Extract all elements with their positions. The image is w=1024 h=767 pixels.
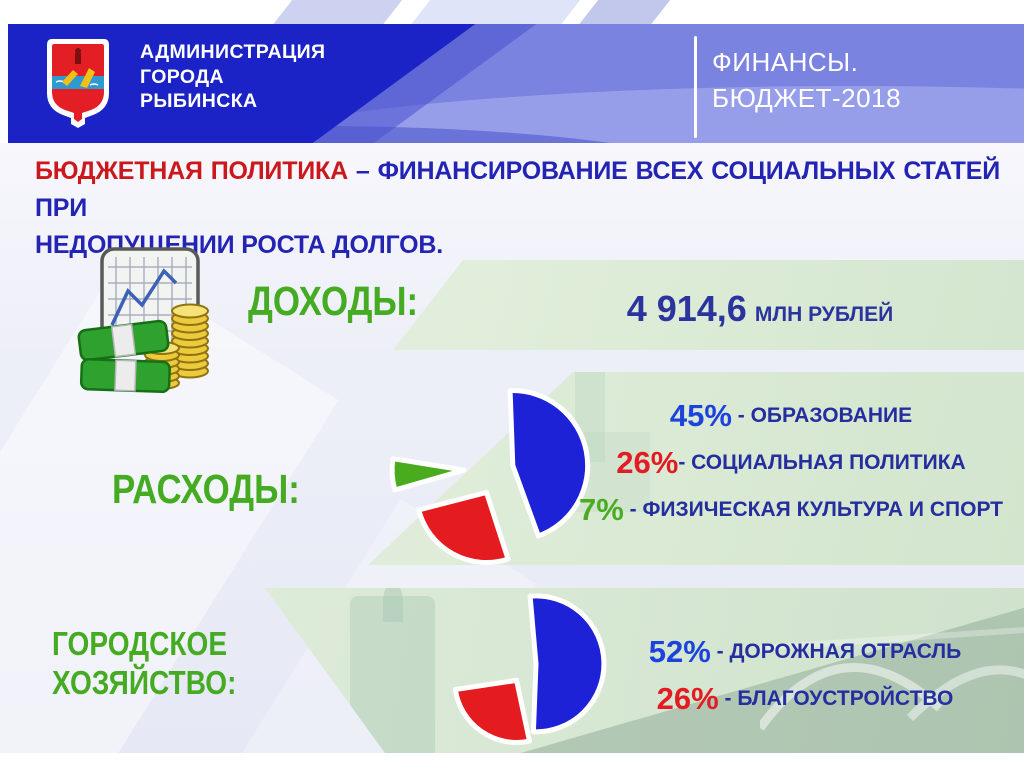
roads-name: - ДОРОЖНАЯ ОТРАСЛЬ xyxy=(710,639,962,663)
improvement-name: - БЛАГОУСТРОЙСТВО xyxy=(718,686,954,710)
legend-row-education: 45% - ОБРАЗОВАНИЕ xyxy=(566,392,1016,439)
incomes-label: ДОХОДЫ: xyxy=(248,278,419,324)
money-bundle-front xyxy=(79,357,171,394)
coa-river xyxy=(52,76,104,89)
slide-title-line1: БЮДЖЕТНАЯ ПОЛИТИКА – ФИНАНСИРОВАНИЕ ВСЕХ… xyxy=(35,153,1000,227)
header-divider xyxy=(694,36,697,138)
city-economy-label-line1: ГОРОДСКОЕ xyxy=(52,625,228,662)
title-highlight: БЮДЖЕТНАЯ ПОЛИТИКА xyxy=(35,157,348,185)
top-deco-strip xyxy=(409,0,581,26)
topic-line2: БЮДЖЕТ-2018 xyxy=(712,83,902,113)
legend-row-improvement: 26% - БЛАГОУСТРОЙСТВО xyxy=(600,675,1010,722)
incomes-value: 4 914,6 МЛН РУБЛЕЙ xyxy=(540,288,980,330)
pie-slice-физическая-культура-и-спорт xyxy=(389,456,467,493)
org-name-line2: ГОРОДА xyxy=(140,65,224,88)
pie-slice-дорожная-отрасль xyxy=(527,593,607,735)
coa-figure xyxy=(75,53,81,64)
pie-slice-социальная-политика xyxy=(416,490,511,565)
header-banner: АДМИНИСТРАЦИЯ ГОРОДА РЫБИНСКА ФИНАНСЫ. Б… xyxy=(8,24,1024,143)
legend-row-sport: 7% - ФИЗИЧЕСКАЯ КУЛЬТУРА И СПОРТ xyxy=(566,486,1016,533)
expenses-label: РАСХОДЫ: xyxy=(112,466,300,512)
incomes-amount: 4 914,6 xyxy=(626,288,747,329)
city-band xyxy=(265,588,1024,753)
coat-of-arms-icon xyxy=(47,39,109,128)
sport-pct: 7% xyxy=(578,491,624,527)
coa-ladder xyxy=(62,70,78,86)
money-bundle-back xyxy=(77,319,170,362)
pie-slice-благоустройство xyxy=(452,677,532,745)
incomes-unit: МЛН РУБЛЕЙ xyxy=(754,303,894,326)
city-pie-chart xyxy=(452,593,607,745)
watermark-bridge xyxy=(760,627,1024,731)
chart-line xyxy=(110,268,178,326)
roads-pct: 52% xyxy=(648,633,711,669)
education-pct: 45% xyxy=(669,397,732,433)
legend-row-roads: 52% - ДОРОЖНАЯ ОТРАСЛЬ xyxy=(600,628,1010,675)
coin-stack-tall xyxy=(171,303,209,379)
bottom-white-strip xyxy=(0,753,1024,767)
watermark-cathedral-spire xyxy=(383,588,403,622)
expenses-legend: 45% - ОБРАЗОВАНИЕ 26% - СОЦИАЛЬНАЯ ПОЛИТИ… xyxy=(566,392,1016,533)
education-name: - ОБРАЗОВАНИЕ xyxy=(731,403,913,427)
title-rest: – ФИНАНСИРОВАНИЕ ВСЕХ СОЦИАЛЬНЫХ СТАТЕЙ … xyxy=(35,157,1000,222)
org-name: АДМИНИСТРАЦИЯ ГОРОДА РЫБИНСКА xyxy=(140,40,325,114)
content-background xyxy=(0,143,1024,767)
city-economy-label-line2: ХОЗЯЙСТВО: xyxy=(52,664,237,701)
top-deco-strip xyxy=(271,0,403,26)
org-name-line3: РЫБИНСКА xyxy=(140,90,258,112)
org-name-line1: АДМИНИСТРАЦИЯ xyxy=(140,41,326,63)
city-legend: 52% - ДОРОЖНАЯ ОТРАСЛЬ 26% - БЛАГОУСТРОЙ… xyxy=(600,628,1010,722)
social-policy-pct: 26% xyxy=(616,444,679,480)
money-chart-icon xyxy=(77,247,209,394)
city-economy-label: ГОРОДСКОЕ ХОЗЯЙСТВО: xyxy=(52,624,236,702)
top-deco-strip xyxy=(577,0,671,26)
sport-name: - ФИЗИЧЕСКАЯ КУЛЬТУРА И СПОРТ xyxy=(623,497,1004,521)
slide-topic: ФИНАНСЫ. БЮДЖЕТ-2018 xyxy=(712,44,901,116)
legend-row-social-policy: 26% - СОЦИАЛЬНАЯ ПОЛИТИКА xyxy=(566,439,1016,486)
incomes-band xyxy=(393,260,1024,350)
expenses-pie-chart xyxy=(389,388,591,565)
coa-ladder xyxy=(80,68,95,88)
improvement-pct: 26% xyxy=(656,680,719,716)
slide-title: БЮДЖЕТНАЯ ПОЛИТИКА – ФИНАНСИРОВАНИЕ ВСЕХ… xyxy=(35,153,1000,264)
topic-line1: ФИНАНСЫ. xyxy=(712,47,859,77)
social-policy-name: - СОЦИАЛЬНАЯ ПОЛИТИКА xyxy=(678,450,966,474)
pie-slice-образование xyxy=(507,388,591,539)
